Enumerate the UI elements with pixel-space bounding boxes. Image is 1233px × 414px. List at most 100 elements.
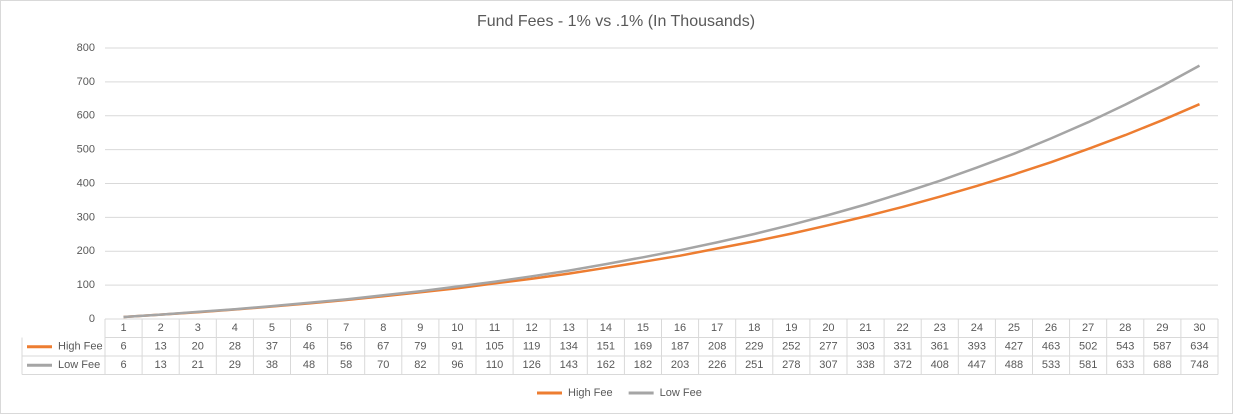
table-cell: 208: [708, 341, 726, 353]
table-cell: 110: [486, 359, 504, 371]
table-cell: 67: [377, 341, 389, 353]
x-tick-label: 26: [1045, 322, 1057, 334]
table-cell: 169: [634, 341, 652, 353]
x-tick-label: 1: [120, 322, 126, 334]
x-tick-label: 3: [195, 322, 201, 334]
table-cell: 96: [451, 359, 463, 371]
table-cell: 162: [597, 359, 615, 371]
table-row-label: Low Fee: [58, 359, 100, 371]
legend-label: High Fee: [568, 387, 613, 399]
x-tick-label: 6: [306, 322, 312, 334]
table-cell: 587: [1153, 341, 1171, 353]
table-row-label: High Fee: [58, 341, 103, 353]
table-cell: 278: [782, 359, 800, 371]
x-tick-label: 25: [1008, 322, 1020, 334]
table-cell: 182: [634, 359, 652, 371]
y-tick-label: 0: [89, 313, 95, 325]
table-cell: 331: [893, 341, 911, 353]
table-cell: 338: [856, 359, 874, 371]
table-cell: 633: [1116, 359, 1134, 371]
table-cell: 56: [340, 341, 352, 353]
x-tick-label: 5: [269, 322, 275, 334]
table-cell: 303: [856, 341, 874, 353]
x-tick-label: 27: [1082, 322, 1094, 334]
table-cell: 251: [745, 359, 763, 371]
table-cell: 46: [303, 341, 315, 353]
table-cell: 6: [120, 359, 126, 371]
y-tick-label: 800: [77, 42, 95, 54]
table-cell: 361: [931, 341, 949, 353]
table-cell: 119: [523, 341, 541, 353]
y-tick-label: 500: [77, 144, 95, 156]
table-cell: 748: [1190, 359, 1208, 371]
table-cell: 21: [192, 359, 204, 371]
x-tick-label: 22: [897, 322, 909, 334]
x-tick-label: 24: [971, 322, 983, 334]
table-cell: 187: [671, 341, 689, 353]
table-cell: 634: [1190, 341, 1208, 353]
x-tick-label: 8: [380, 322, 386, 334]
x-tick-label: 4: [232, 322, 238, 334]
table-cell: 134: [560, 341, 578, 353]
x-tick-label: 17: [711, 322, 723, 334]
x-tick-label: 28: [1119, 322, 1131, 334]
table-cell: 277: [819, 341, 837, 353]
table-cell: 70: [377, 359, 389, 371]
table-cell: 6: [120, 341, 126, 353]
table-cell: 393: [968, 341, 986, 353]
x-tick-label: 16: [674, 322, 686, 334]
y-tick-label: 600: [77, 110, 95, 122]
table-cell: 252: [782, 341, 800, 353]
legend-label: Low Fee: [660, 387, 702, 399]
x-tick-label: 13: [563, 322, 575, 334]
table-cell: 543: [1116, 341, 1134, 353]
table-cell: 447: [968, 359, 986, 371]
table-cell: 427: [1005, 341, 1023, 353]
table-cell: 79: [414, 341, 426, 353]
y-tick-label: 100: [77, 279, 95, 291]
table-cell: 408: [931, 359, 949, 371]
x-tick-label: 18: [748, 322, 760, 334]
x-tick-label: 14: [600, 322, 612, 334]
x-tick-label: 19: [785, 322, 797, 334]
table-cell: 463: [1042, 341, 1060, 353]
y-tick-label: 200: [77, 245, 95, 257]
table-cell: 581: [1079, 359, 1097, 371]
table-cell: 533: [1042, 359, 1060, 371]
x-tick-label: 11: [489, 322, 500, 334]
table-cell: 203: [671, 359, 689, 371]
table-cell: 38: [266, 359, 278, 371]
table-cell: 58: [340, 359, 352, 371]
table-cell: 126: [522, 359, 540, 371]
table-cell: 229: [745, 341, 763, 353]
x-tick-label: 10: [451, 322, 463, 334]
x-tick-label: 2: [158, 322, 164, 334]
table-cell: 28: [229, 341, 241, 353]
table-cell: 48: [303, 359, 315, 371]
table-cell: 13: [155, 359, 167, 371]
table-cell: 91: [451, 341, 463, 353]
x-tick-label: 29: [1156, 322, 1168, 334]
table-cell: 20: [192, 341, 204, 353]
x-tick-label: 23: [934, 322, 946, 334]
table-cell: 37: [266, 341, 278, 353]
table-cell: 29: [229, 359, 241, 371]
table-cell: 372: [893, 359, 911, 371]
y-tick-label: 700: [77, 76, 95, 88]
table-cell: 151: [597, 341, 615, 353]
table-cell: 13: [155, 341, 167, 353]
table-cell: 688: [1153, 359, 1171, 371]
y-tick-label: 400: [77, 177, 95, 189]
x-tick-label: 9: [417, 322, 423, 334]
x-tick-label: 15: [637, 322, 649, 334]
x-tick-label: 20: [822, 322, 834, 334]
series-line: [123, 64, 1201, 319]
table-cell: 226: [708, 359, 726, 371]
table-cell: 488: [1005, 359, 1023, 371]
table-cell: 105: [485, 341, 503, 353]
x-tick-label: 12: [526, 322, 538, 334]
x-tick-label: 30: [1193, 322, 1205, 334]
x-tick-label: 7: [343, 322, 349, 334]
